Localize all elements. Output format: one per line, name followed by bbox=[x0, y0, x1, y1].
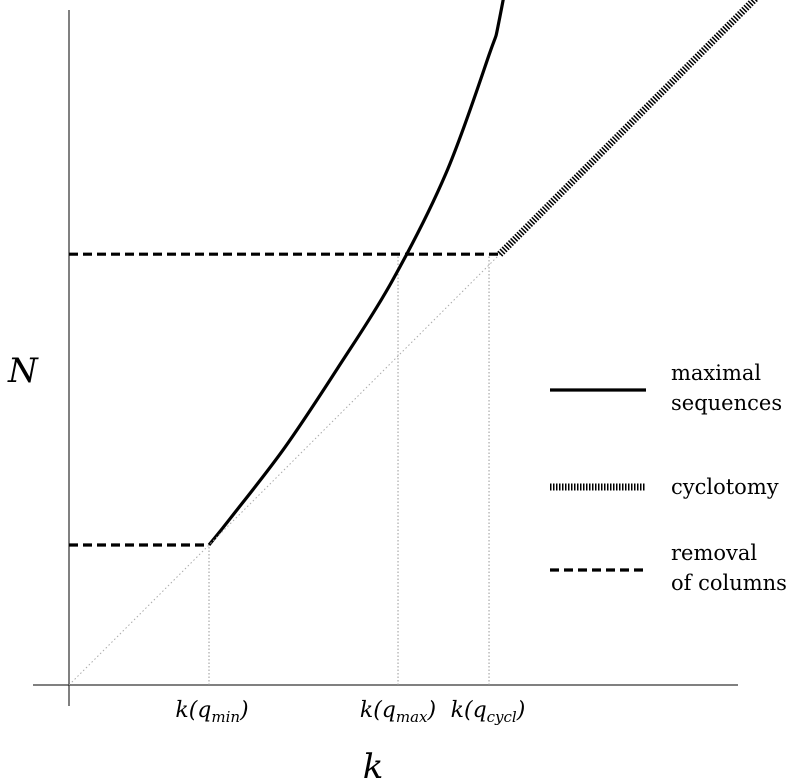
x-axis-label: k bbox=[363, 747, 384, 784]
plot-area bbox=[69, 0, 758, 685]
x-tick-labels: k(qmin) k(qmax) k(qcycl) bbox=[175, 698, 525, 726]
legend-label-0-1: sequences bbox=[671, 391, 782, 415]
legend-label-0-0: maximal bbox=[671, 361, 761, 385]
series-hatched-1 bbox=[500, 0, 758, 254]
x-tick-label-2: k(qcycl) bbox=[451, 698, 526, 726]
series-solid-0 bbox=[209, 0, 532, 545]
x-tick-label-1: k(qmax) bbox=[360, 698, 436, 726]
legend-label-2-1: of columns bbox=[671, 571, 787, 595]
legend-label-2-0: removal bbox=[671, 541, 757, 565]
y-axis-label: N bbox=[7, 351, 39, 391]
x-tick-label-0: k(qmin) bbox=[175, 698, 248, 726]
legend-label-1-0: cyclotomy bbox=[671, 475, 779, 499]
series-dotted-4 bbox=[69, 254, 500, 685]
legend: maximal sequences cyclotomy removal of colum… bbox=[550, 361, 787, 595]
axes bbox=[33, 10, 738, 706]
guide-lines bbox=[209, 254, 489, 685]
